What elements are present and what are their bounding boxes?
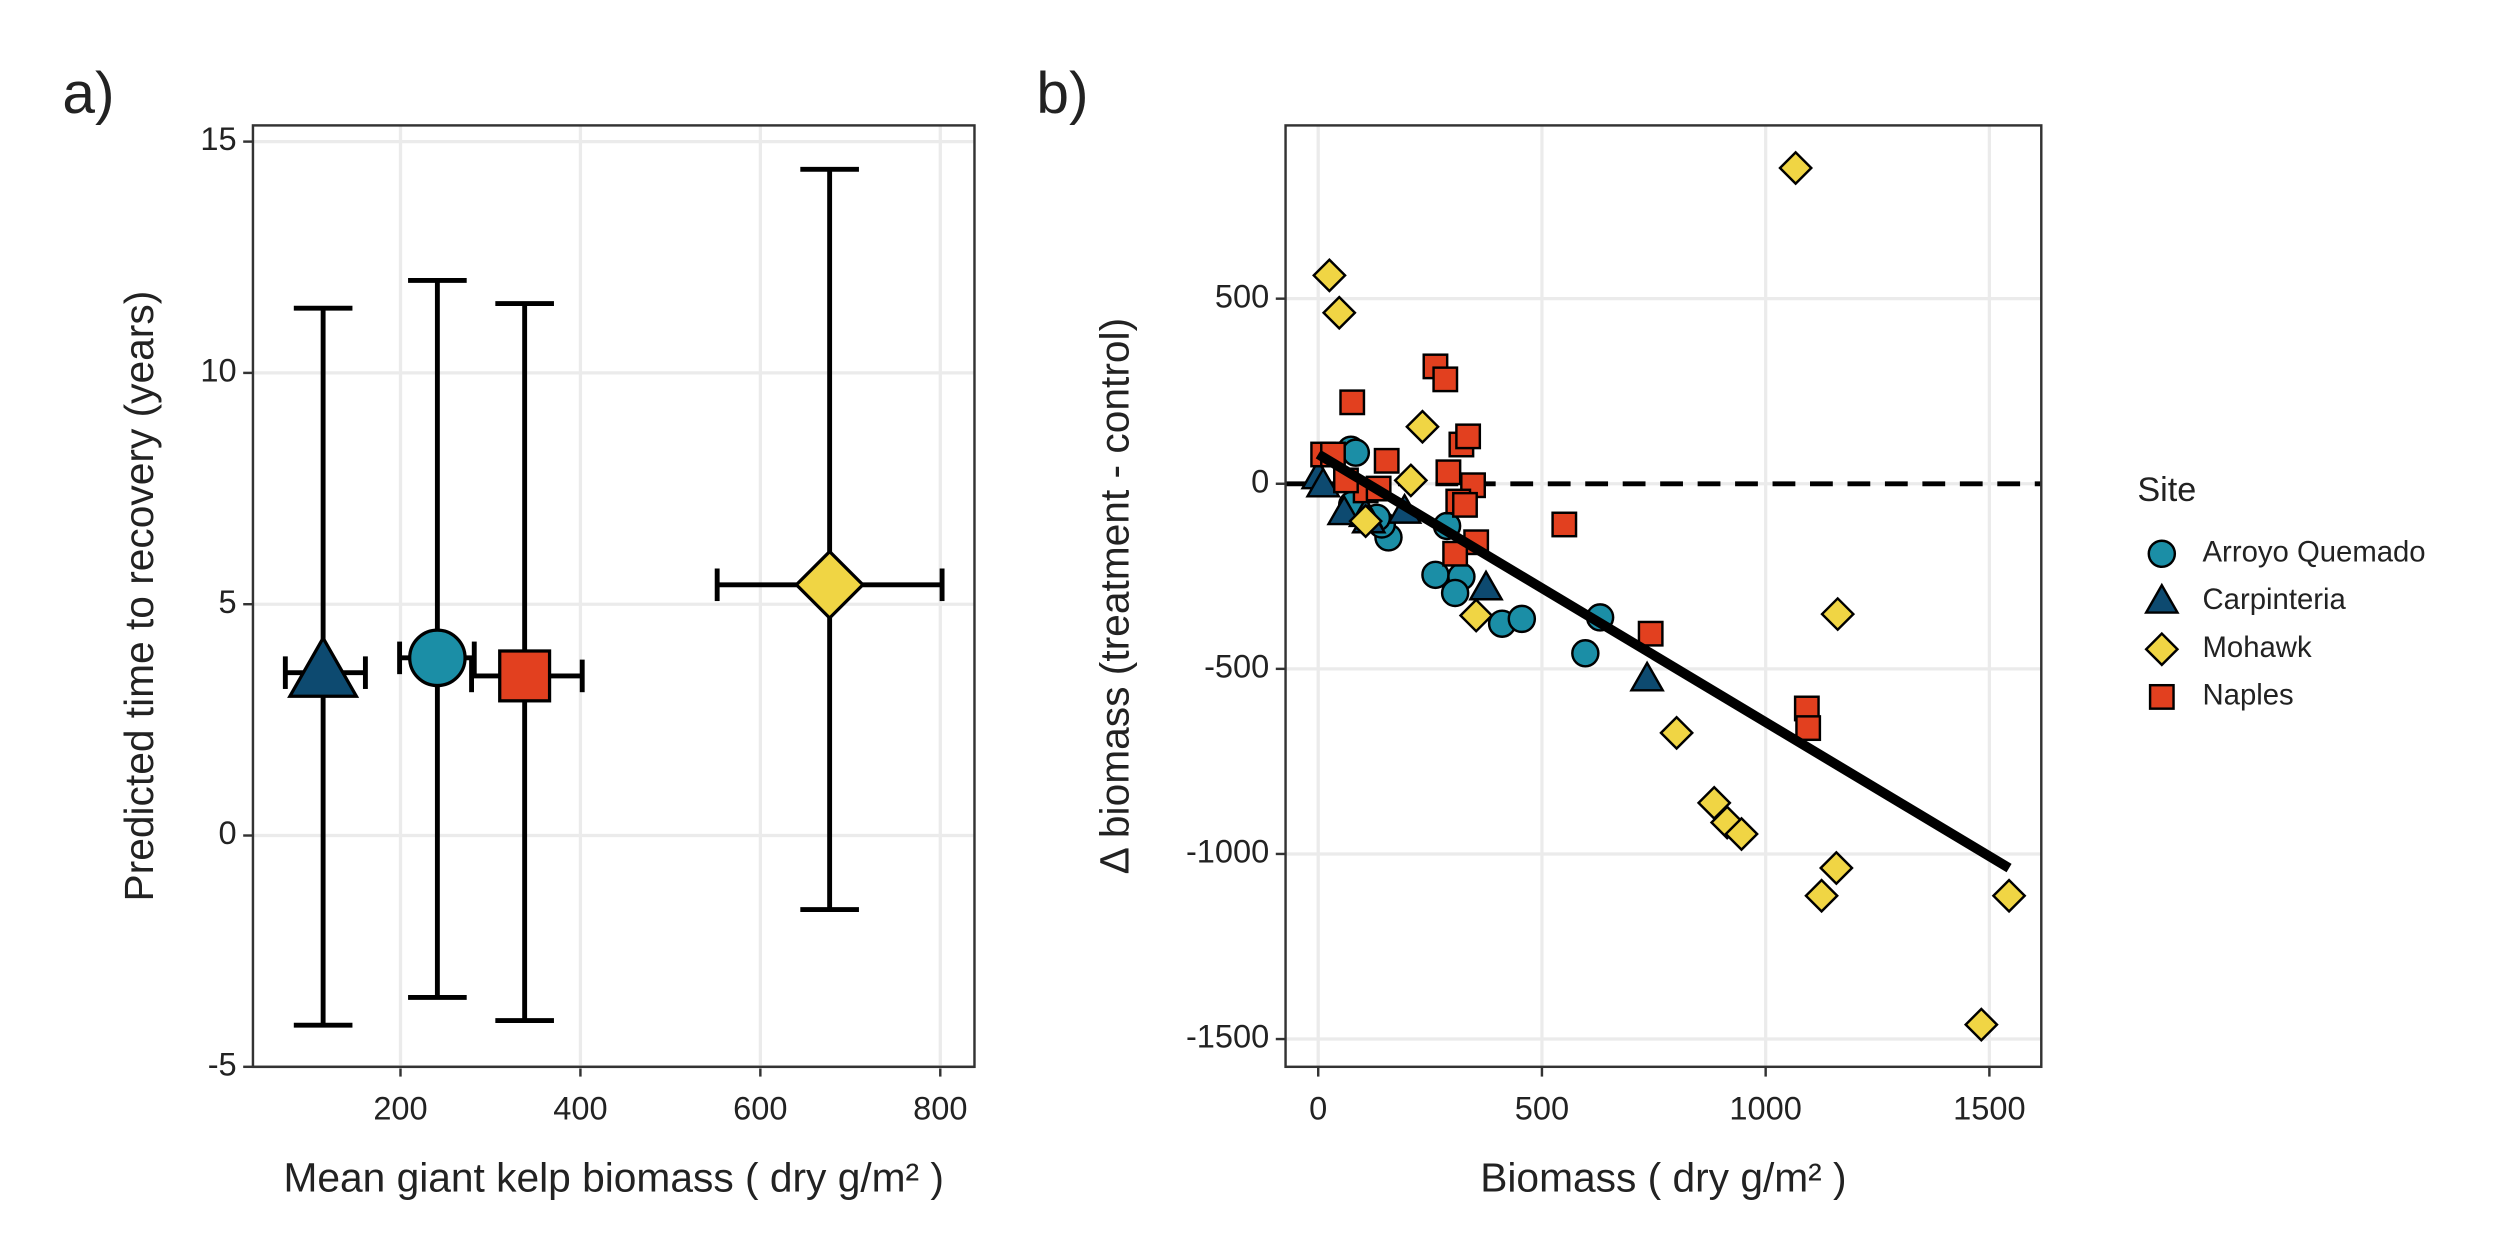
point <box>1348 503 1384 539</box>
point <box>1659 715 1694 751</box>
plot-background <box>252 125 975 1067</box>
point <box>1963 1007 1999 1042</box>
point <box>1507 604 1537 634</box>
point <box>1551 511 1578 538</box>
point <box>1435 459 1462 486</box>
point <box>1455 423 1482 450</box>
point <box>1305 466 1341 498</box>
x-axis-title: Mean giant kelp biomass ( dry g/m² ) <box>283 1155 944 1201</box>
y-tick-label: 0 <box>219 815 237 851</box>
point <box>1571 639 1600 668</box>
point <box>1629 660 1665 692</box>
y-tick-label: -500 <box>1204 648 1269 684</box>
point <box>1804 878 1839 914</box>
point <box>1321 295 1357 331</box>
x-tick-label: 200 <box>373 1090 427 1126</box>
point <box>1312 257 1347 293</box>
x-tick-label: 1500 <box>1953 1090 2025 1126</box>
y-tick-label: -1000 <box>1186 834 1269 870</box>
legend-label: Arroyo Quemado <box>2203 536 2426 569</box>
plot-border <box>251 124 976 1069</box>
point <box>1709 805 1745 840</box>
fit-line <box>1315 449 2012 873</box>
y-tick-label: -1500 <box>1186 1019 1269 1055</box>
x-axis-title: Biomass ( dry g/m² ) <box>1480 1155 1846 1201</box>
point <box>1373 447 1400 474</box>
x-tick-label: 0 <box>1309 1090 1327 1126</box>
point <box>1440 578 1470 608</box>
legend-marker <box>2144 631 2180 667</box>
y-tick-label: 15 <box>200 121 236 157</box>
legend-label: Carpinteria <box>2203 583 2347 616</box>
y-axis-title: Δ biomass (treatment - control) <box>1092 318 1138 875</box>
x-tick-label: 1000 <box>1729 1090 1801 1126</box>
x-tick-label: 800 <box>913 1090 967 1126</box>
point <box>1795 715 1822 742</box>
point <box>1452 491 1478 518</box>
x-tick-label: 400 <box>553 1090 607 1126</box>
point <box>1405 409 1440 445</box>
point <box>1724 816 1759 852</box>
panel-label: a) <box>62 61 114 126</box>
point <box>1820 596 1856 632</box>
plot-border <box>1284 124 2043 1069</box>
legend-marker <box>2147 539 2177 569</box>
y-axis-title: Predicted time to recovery (years) <box>116 291 162 902</box>
plot-background <box>1285 125 2042 1067</box>
point <box>794 549 866 621</box>
x-tick-label: 600 <box>733 1090 787 1126</box>
point <box>1991 878 2027 914</box>
legend-marker <box>2144 582 2180 614</box>
y-tick-label: 10 <box>200 353 236 389</box>
panel-label: b) <box>1036 61 1088 126</box>
point <box>1341 438 1371 467</box>
point <box>1339 389 1366 416</box>
legend-title: Site <box>2137 471 2196 509</box>
y-tick-label: 500 <box>1215 278 1269 314</box>
point <box>498 649 552 703</box>
point <box>1818 850 1854 886</box>
point <box>1468 569 1504 601</box>
point <box>1442 540 1469 567</box>
legend-label: Naples <box>2203 679 2294 712</box>
x-tick-label: 500 <box>1515 1090 1569 1126</box>
point <box>1393 463 1429 498</box>
legend-label: Mohawk <box>2203 631 2312 664</box>
y-tick-label: 5 <box>219 584 237 620</box>
point <box>1458 598 1494 633</box>
point <box>287 634 360 698</box>
y-tick-label: 0 <box>1251 463 1269 499</box>
point <box>1432 366 1459 393</box>
point <box>1637 620 1664 647</box>
legend-marker <box>2148 683 2175 710</box>
point <box>1778 150 1814 186</box>
point <box>1326 494 1362 526</box>
point <box>408 628 467 688</box>
y-tick-label: -5 <box>208 1046 237 1082</box>
